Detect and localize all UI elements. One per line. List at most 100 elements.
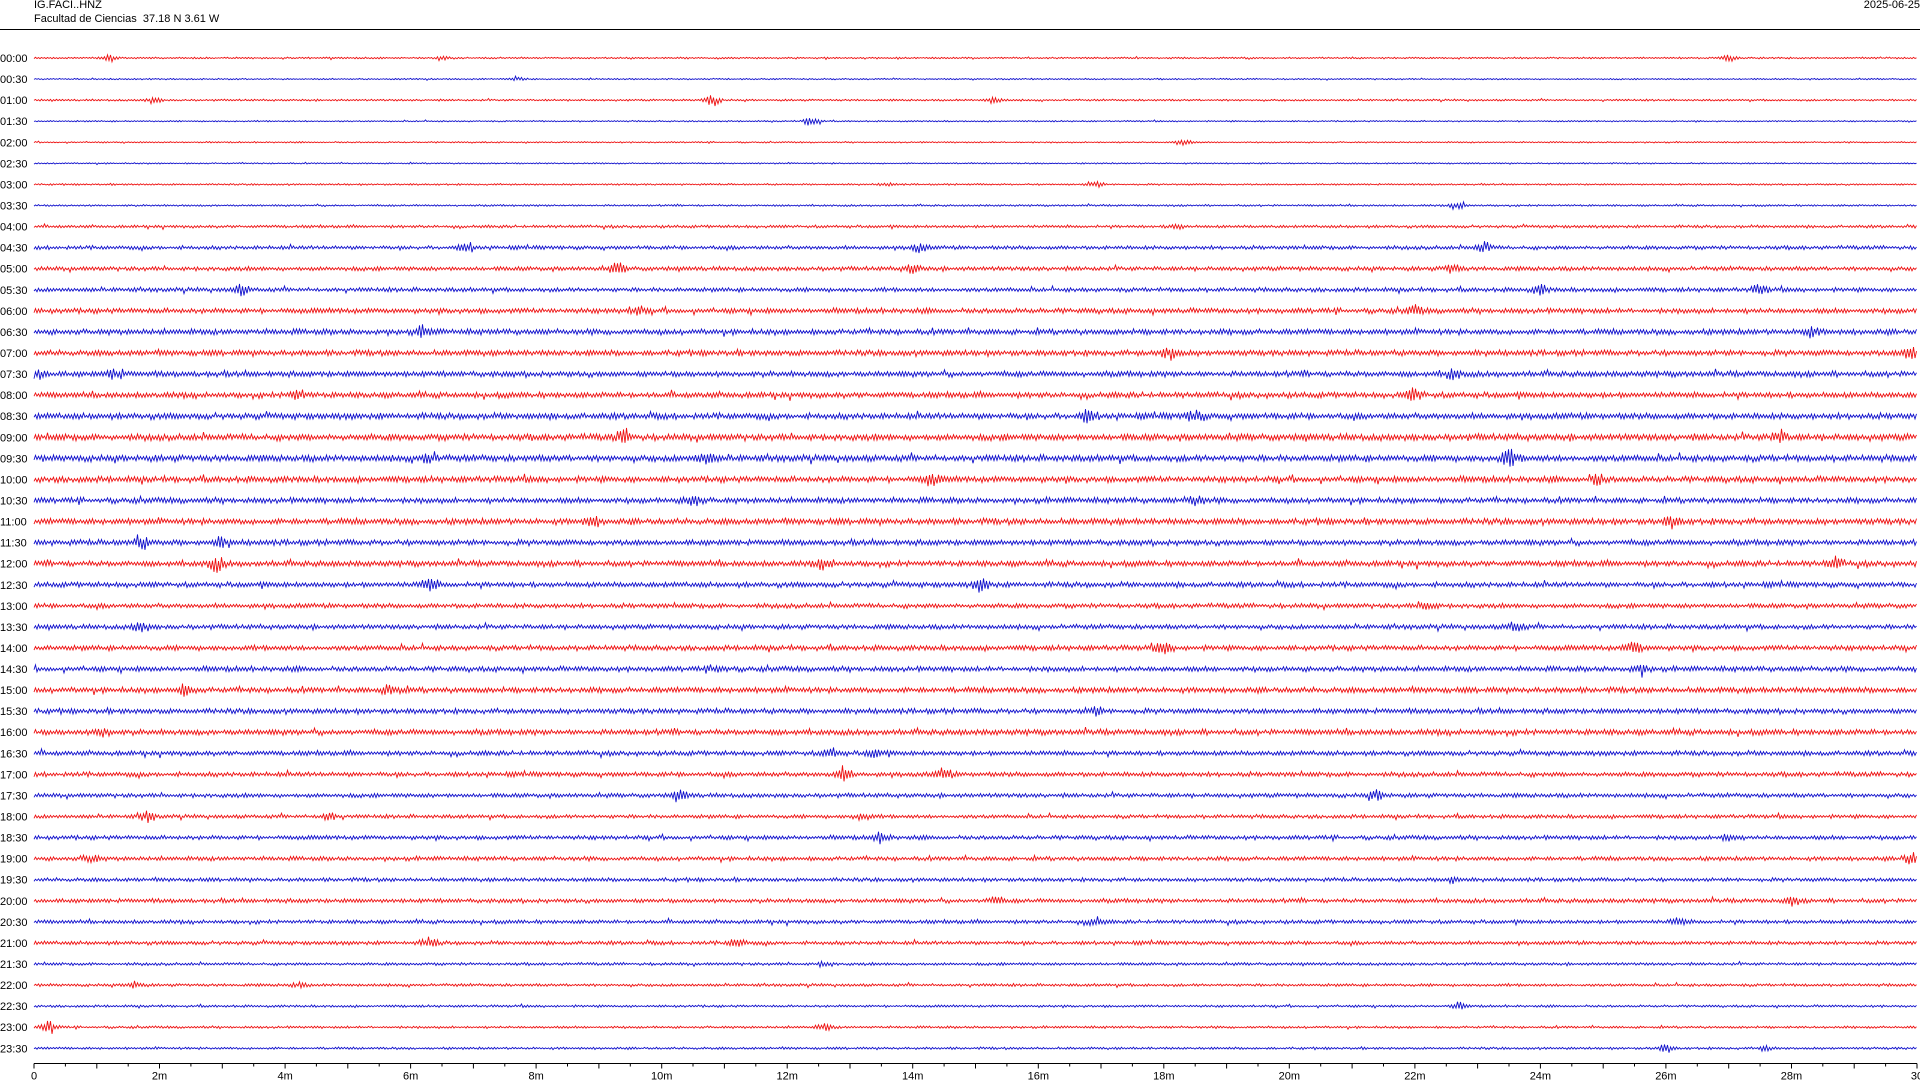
trace-line <box>33 916 1917 928</box>
row-label: 17:30 <box>0 790 28 802</box>
row-label: 04:00 <box>0 222 28 234</box>
trace-line <box>33 515 1917 530</box>
row-label: 20:30 <box>0 917 28 929</box>
trace-line <box>33 117 1917 126</box>
x-tick-label: 8m <box>528 1071 543 1080</box>
trace-line <box>33 1043 1917 1053</box>
row-label: 09:30 <box>0 453 28 465</box>
row-label: 21:30 <box>0 959 28 971</box>
trace-group <box>33 53 1917 1053</box>
row-label: 21:00 <box>0 938 28 950</box>
row-label: 13:00 <box>0 601 28 613</box>
row-label: 08:00 <box>0 390 28 402</box>
trace-line <box>33 578 1917 593</box>
row-label: 14:00 <box>0 643 28 655</box>
row-label: 15:30 <box>0 706 28 718</box>
x-tick-label: 18m <box>1153 1071 1174 1080</box>
row-label: 06:30 <box>0 327 28 339</box>
x-tick-label: 26m <box>1655 1071 1676 1080</box>
row-label: 12:30 <box>0 580 28 592</box>
trace-line <box>33 74 1917 82</box>
station-coordinates: 37.18 N 3.61 W <box>142 13 220 25</box>
trace-line <box>33 959 1917 969</box>
row-label: 05:30 <box>0 285 28 297</box>
date-label: 2025-06-25 <box>1863 0 1920 11</box>
x-tick-label: 6m <box>403 1071 418 1080</box>
row-label: 08:30 <box>0 411 28 423</box>
row-label: 07:30 <box>0 369 28 381</box>
x-tick-label: 22m <box>1404 1071 1425 1080</box>
row-label: 05:00 <box>0 264 28 276</box>
trace-line <box>33 494 1917 507</box>
x-tick-label: 20m <box>1279 1071 1300 1080</box>
trace-line <box>33 789 1917 803</box>
row-label: 10:30 <box>0 495 28 507</box>
x-tick-label: 0 <box>31 1071 37 1080</box>
x-tick-label: 28m <box>1781 1071 1802 1080</box>
trace-line <box>33 1001 1917 1010</box>
row-label: 23:30 <box>0 1043 28 1055</box>
x-tick-label: 24m <box>1530 1071 1551 1080</box>
trace-line <box>33 683 1917 697</box>
row-label: 22:30 <box>0 1001 28 1013</box>
trace-line <box>33 726 1917 738</box>
station-code: IG.FACI..HNZ <box>34 0 102 11</box>
row-label: 15:00 <box>0 685 28 697</box>
x-tick-label: 10m <box>651 1071 672 1080</box>
row-label: 07:00 <box>0 348 28 360</box>
row-label: 03:30 <box>0 200 28 212</box>
row-label: 20:00 <box>0 896 28 908</box>
row-label: 01:30 <box>0 116 28 128</box>
row-label: 19:00 <box>0 854 28 866</box>
row-label: 16:00 <box>0 727 28 739</box>
trace-line <box>33 895 1917 907</box>
trace-line <box>33 427 1917 443</box>
trace-line <box>33 241 1917 254</box>
x-tick-label: 14m <box>902 1071 923 1080</box>
trace-line <box>33 706 1917 717</box>
trace-line <box>33 980 1917 990</box>
trace-line <box>33 448 1917 467</box>
trace-line <box>33 262 1917 274</box>
trace-line <box>33 161 1917 166</box>
x-tick-label: 2m <box>152 1071 167 1080</box>
trace-line <box>33 473 1917 487</box>
row-label: 00:30 <box>0 74 28 86</box>
row-label: 11:30 <box>0 538 27 550</box>
row-label: 04:30 <box>0 243 28 255</box>
row-label: 23:00 <box>0 1022 28 1034</box>
trace-line <box>33 304 1917 317</box>
row-label: 18:00 <box>0 812 28 824</box>
trace-line <box>33 324 1917 339</box>
trace-line <box>33 53 1917 64</box>
trace-line <box>33 200 1917 211</box>
trace-line <box>33 222 1917 231</box>
trace-line <box>33 875 1917 885</box>
x-tick-label: 30 <box>1911 1071 1920 1080</box>
row-label: 01:00 <box>0 95 28 107</box>
trace-line <box>33 765 1917 782</box>
trace-line <box>33 747 1917 760</box>
station-name: Facultad de Ciencias <box>34 13 137 25</box>
row-label: 22:00 <box>0 980 28 992</box>
trace-line <box>33 138 1917 147</box>
row-label: 03:00 <box>0 179 28 191</box>
trace-line <box>33 852 1917 865</box>
trace-line <box>33 283 1917 297</box>
trace-line <box>33 621 1917 633</box>
row-label: 11:00 <box>0 517 27 529</box>
row-label-group: 00:00 00:30 01:00 01:30 02:00 02:30 03:00 03:30… <box>0 53 28 1055</box>
trace-line <box>33 555 1917 573</box>
trace-line <box>33 936 1917 948</box>
station-info: Facultad de Ciencias 37.18 N 3.61 W <box>34 13 219 26</box>
trace-line <box>33 1020 1917 1034</box>
row-label: 19:30 <box>0 875 28 887</box>
trace-line <box>33 600 1917 612</box>
row-label: 12:00 <box>0 559 28 571</box>
row-label: 14:30 <box>0 664 28 676</box>
trace-line <box>33 346 1917 361</box>
row-label: 13:30 <box>0 622 28 634</box>
trace-line <box>33 641 1917 655</box>
trace-line <box>33 663 1917 678</box>
